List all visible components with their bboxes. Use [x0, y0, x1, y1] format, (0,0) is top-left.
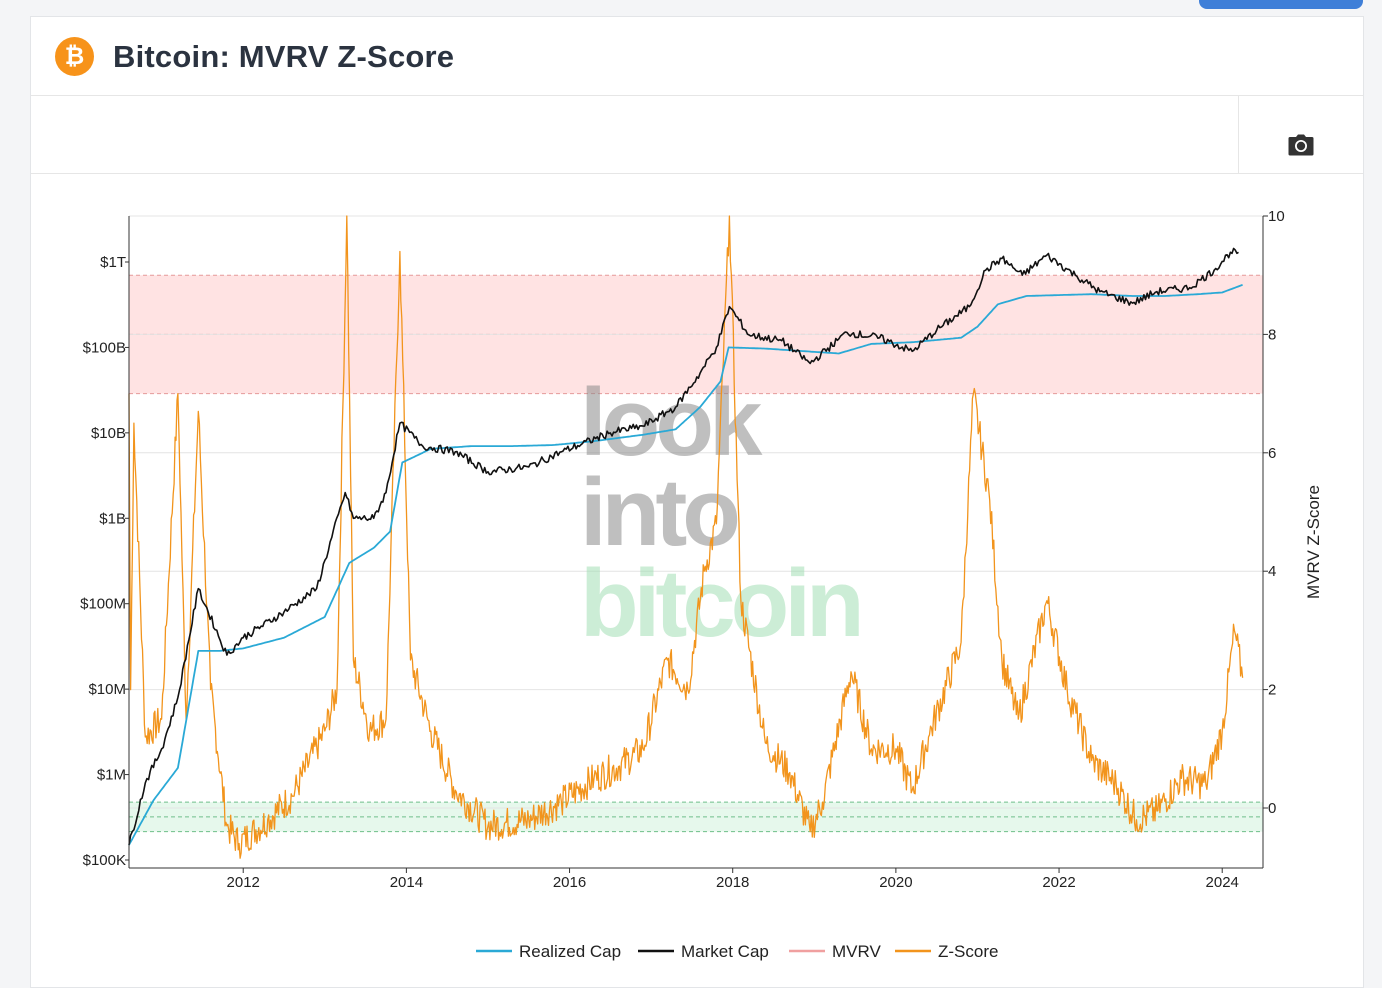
- legend-label: MVRV: [832, 942, 881, 961]
- legend: Realized Cap Market Cap MVRV Z-Score: [476, 942, 998, 961]
- legend-item-realized-cap[interactable]: Realized Cap: [476, 942, 621, 961]
- series-line-market-cap: [128, 247, 1239, 846]
- y-left-tick-label: $1B: [99, 510, 126, 527]
- legend-item-market-cap[interactable]: Market Cap: [638, 942, 769, 961]
- y-right-tick-label: 8: [1268, 326, 1276, 343]
- x-tick-label: 2022: [1042, 874, 1075, 891]
- legend-item-z-score[interactable]: Z-Score: [895, 942, 998, 961]
- y-left-tick-label: $1M: [97, 767, 126, 784]
- y-left-tick-label: $100K: [83, 852, 126, 869]
- legend-label: Realized Cap: [519, 942, 621, 961]
- y-left-tick-label: $10M: [88, 681, 126, 698]
- camera-icon[interactable]: [1288, 134, 1314, 156]
- watermark-line-into: into: [580, 459, 737, 566]
- card-header: ₿ Bitcoin: MVRV Z-Score: [31, 17, 1363, 96]
- x-tick-label: 2024: [1206, 874, 1239, 891]
- top-nav-button[interactable]: [1199, 0, 1363, 9]
- grid-layer: [129, 215, 1263, 809]
- x-tick-label: 2018: [716, 874, 749, 891]
- series-line-realized-cap: [128, 284, 1243, 846]
- right-axis-title: MVRV Z-Score: [1304, 485, 1323, 599]
- series-line-z-score: [128, 215, 1244, 859]
- y-right-tick-label: 10: [1268, 208, 1285, 225]
- toolbar-divider: [1238, 96, 1239, 173]
- series-layer: [128, 215, 1244, 859]
- y-left-tick-label: $10B: [91, 425, 126, 442]
- x-tick-label: 2020: [879, 874, 912, 891]
- watermark-line-bitcoin: bitcoin: [580, 550, 860, 657]
- x-tick-label: 2016: [553, 874, 586, 891]
- y-right-tick-label: 0: [1268, 800, 1276, 817]
- legend-item-mvrv[interactable]: MVRV: [789, 942, 881, 961]
- y-right-tick-label: 2: [1268, 682, 1276, 699]
- legend-label: Market Cap: [681, 942, 769, 961]
- x-tick-label: 2012: [227, 874, 260, 891]
- legend-label: Z-Score: [938, 942, 998, 961]
- y-left-tick-label: $100B: [83, 339, 126, 356]
- y-right-tick-label: 4: [1268, 563, 1276, 580]
- watermark: look into bitcoin: [580, 369, 865, 657]
- y-left-tick-label: $100M: [80, 596, 126, 613]
- page-title: Bitcoin: MVRV Z-Score: [113, 39, 455, 74]
- y-left-tick-label: $1T: [100, 254, 126, 271]
- x-tick-label: 2014: [390, 874, 423, 891]
- chart-toolbar: [31, 96, 1363, 174]
- axes-layer: [128, 216, 1264, 869]
- ticks-layer: 2012 2014 2016 2018 2020 2022 2024 $100K $1M $10M…: [80, 208, 1285, 891]
- y-right-tick-label: 6: [1268, 445, 1276, 462]
- bitcoin-icon: ₿: [55, 37, 94, 76]
